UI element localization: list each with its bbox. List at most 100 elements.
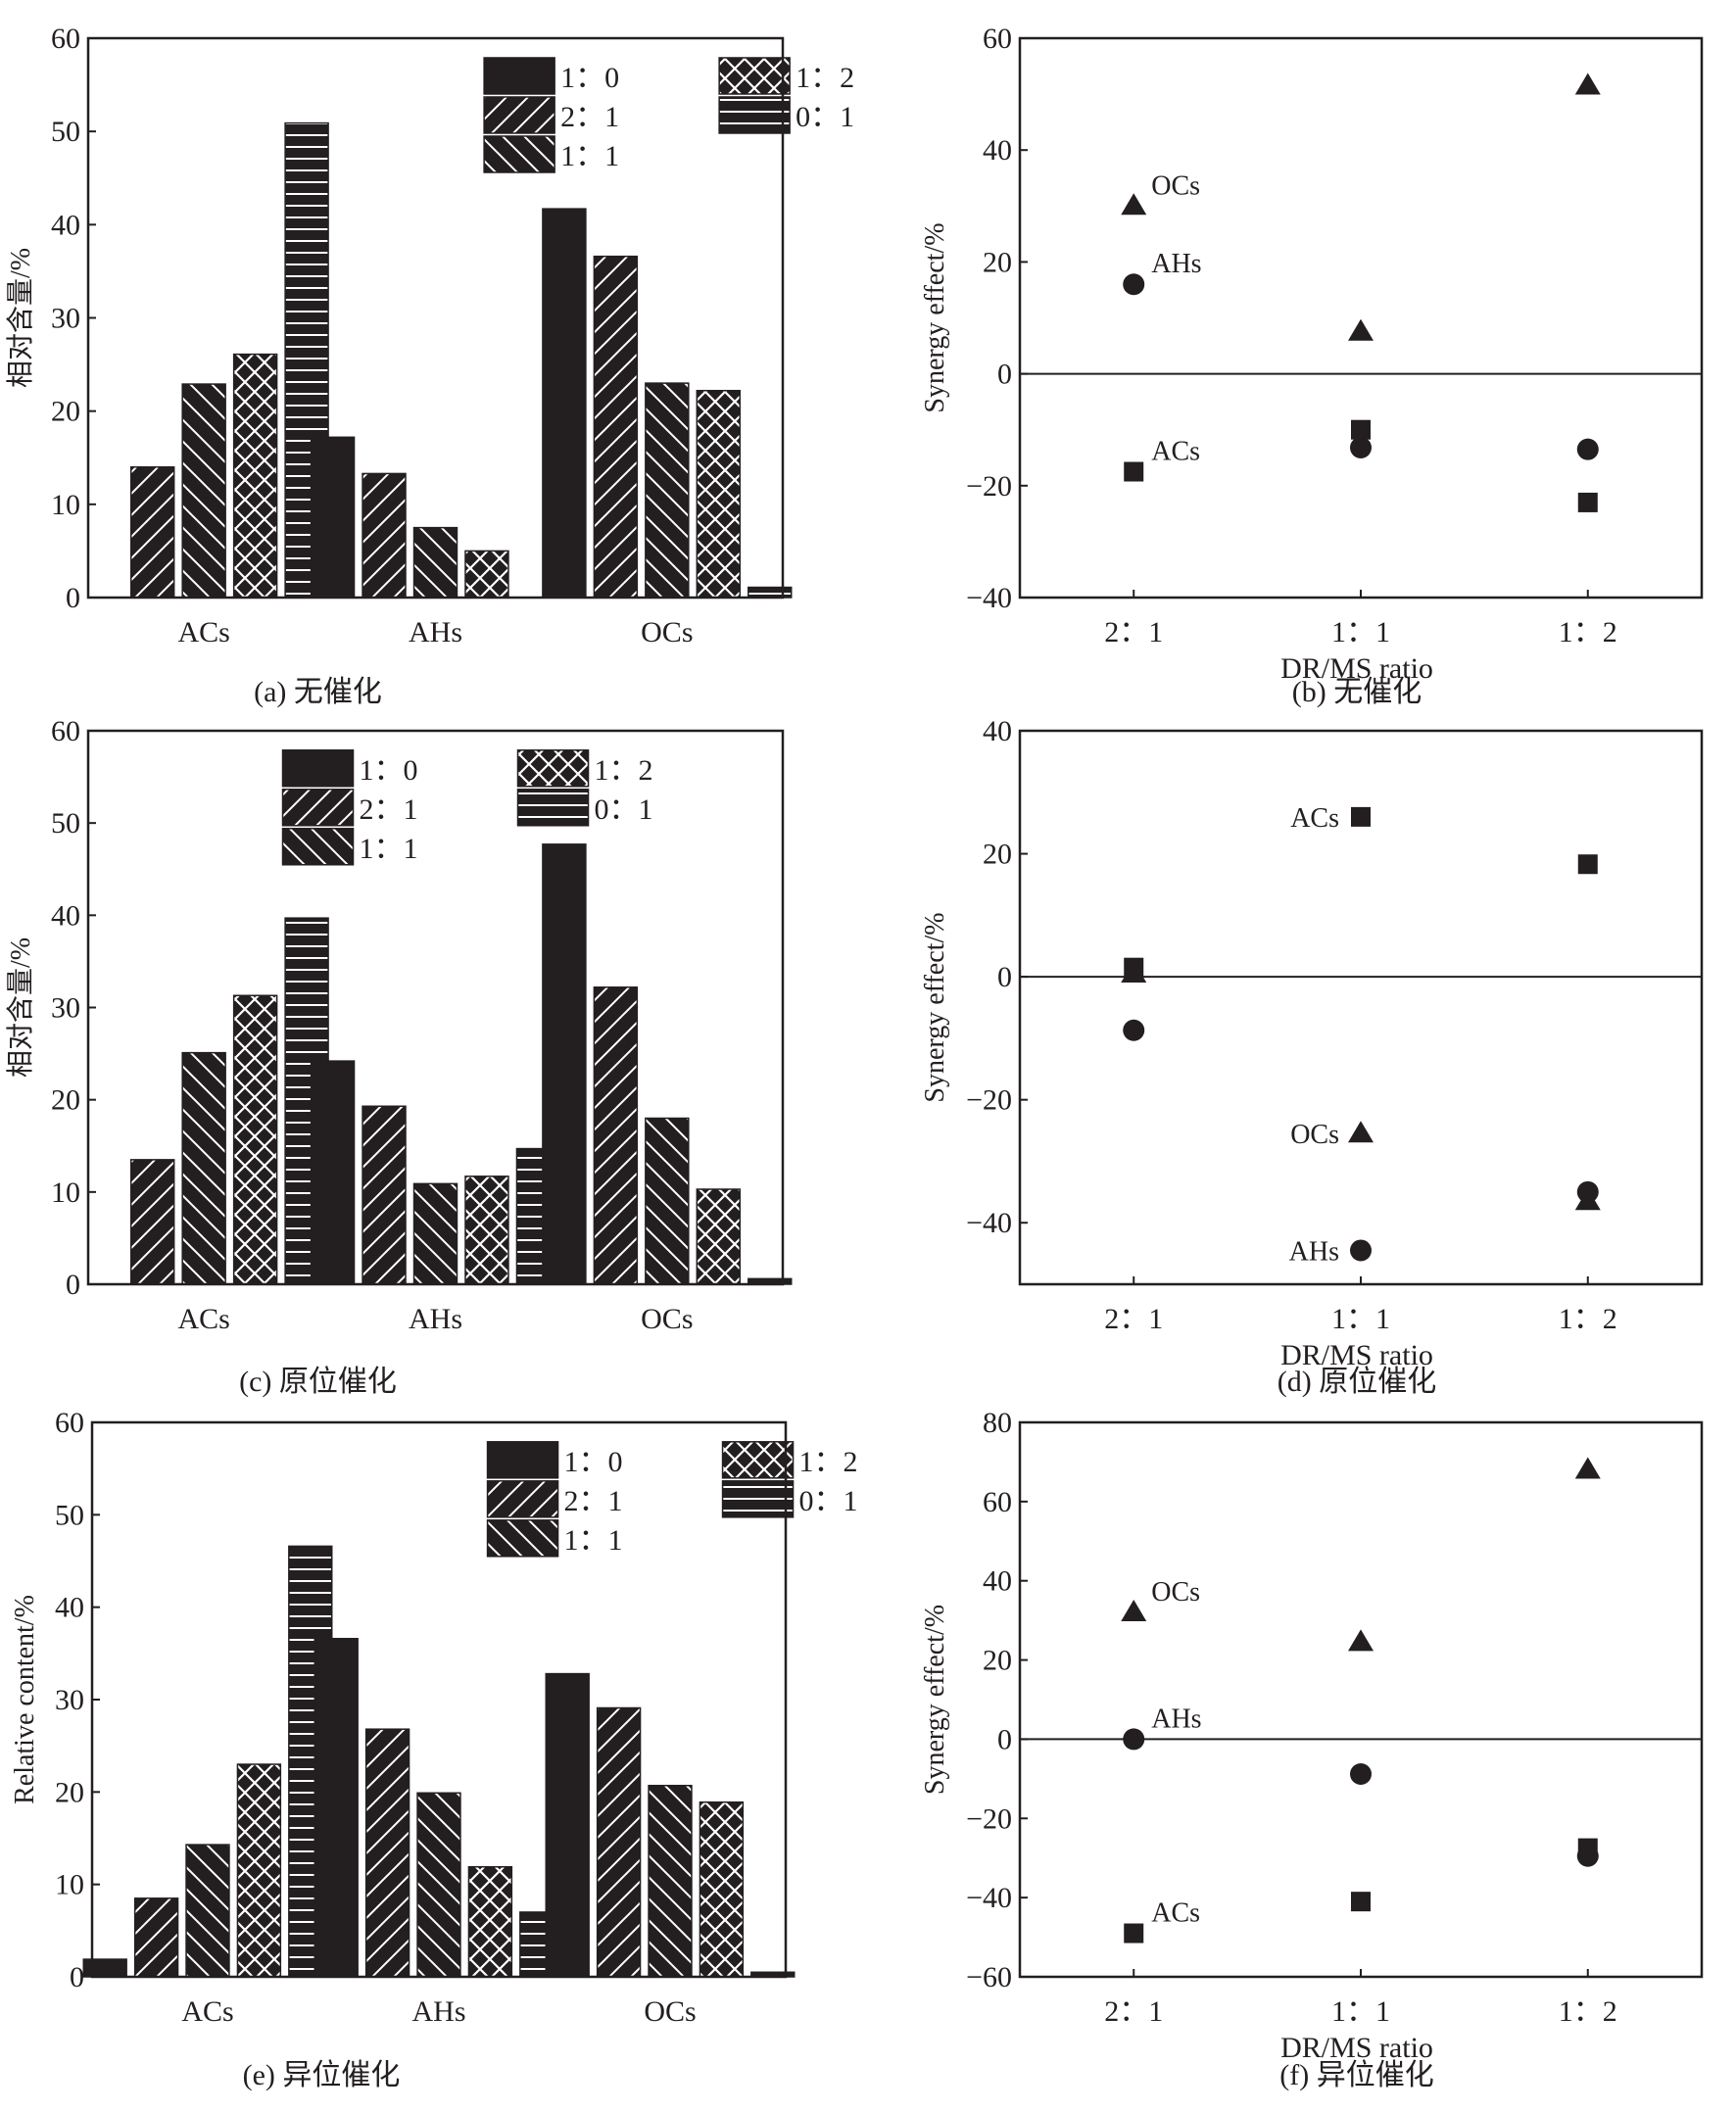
bar-ocs-0 [542, 843, 587, 1285]
point-acs-1 [1351, 1892, 1371, 1912]
legend-swatch-4 [516, 789, 590, 827]
bar-acs-1 [133, 1897, 179, 1978]
plot-frame [90, 1420, 788, 1979]
bar-acs-1 [129, 466, 175, 599]
bar-ahs-0 [310, 1060, 356, 1285]
legend-swatch-2 [486, 1519, 559, 1558]
y-tick-label: 40 [51, 899, 80, 932]
bar-acs-2 [181, 383, 226, 599]
x-category-label: AHs [409, 616, 462, 648]
bar-ahs-1 [362, 1105, 407, 1285]
series-label-ocs: OCs [1151, 1577, 1200, 1608]
legend: 1：0 2：1 1：1 1：2 0：1 [483, 57, 854, 173]
panel-e: 0 10 20 30 40 50 60 Relative content/% ACs AHs OCs… [10, 1407, 858, 2091]
y-tick-label: 0 [997, 359, 1012, 391]
point-ocs-2 [1574, 1188, 1601, 1211]
x-tick-label: 1：1 [1331, 1303, 1390, 1335]
legend-swatch-4 [721, 1480, 795, 1518]
y-tick-label: 0 [997, 1723, 1012, 1755]
y-axis-label: Relative content/% [10, 1595, 40, 1804]
point-ahs-0 [1123, 273, 1145, 296]
y-tick-label: 60 [983, 1486, 1012, 1518]
bar-acs-2 [185, 1844, 230, 1978]
panel-f: −60 −40 −20 0 20 40 60 80 Synergy effect/% 2：1 1：1… [920, 1407, 1704, 2091]
series-label-acs: ACs [1151, 1898, 1200, 1929]
panel-caption: (b) 无催化 [1292, 676, 1422, 708]
legend-swatch-3 [718, 57, 791, 95]
bar-ocs-1 [593, 255, 639, 599]
legend-label: 1：0 [360, 754, 418, 787]
y-tick-label: −20 [966, 1084, 1012, 1117]
legend-swatch-4 [718, 96, 791, 134]
y-tick-label: −40 [966, 1207, 1012, 1239]
y-tick-label: −20 [966, 470, 1012, 503]
y-tick-label: 20 [983, 246, 1012, 278]
point-ocs-1 [1348, 318, 1374, 341]
bar-ahs-1 [362, 472, 407, 599]
legend-label: 1：1 [564, 1524, 623, 1557]
bar-ocs-1 [596, 1706, 642, 1978]
legend-swatch-3 [721, 1441, 795, 1479]
y-tick-label: 0 [997, 961, 1012, 993]
plot-frame [1018, 36, 1704, 600]
plot-frame [86, 729, 785, 1286]
y-tick-label: 40 [51, 209, 80, 241]
point-ahs-2 [1576, 1845, 1599, 1867]
point-ahs-0 [1123, 1728, 1145, 1751]
y-axis-label: 相对含量/% [5, 248, 36, 388]
y-tick-label: 40 [55, 1592, 84, 1624]
x-category-label: OCs [641, 1303, 693, 1335]
panel-caption: (c) 原位催化 [239, 1366, 397, 1398]
y-tick-label: 60 [983, 23, 1012, 55]
y-tick-label: 40 [983, 715, 1012, 747]
legend: 1：0 2：1 1：1 1：2 0：1 [281, 749, 653, 866]
y-tick-label: 40 [983, 1565, 1012, 1598]
bar-ahs-0 [310, 436, 356, 599]
x-tick-label: 2：1 [1104, 1303, 1163, 1335]
legend-label: 1：2 [799, 1446, 858, 1478]
legend-swatch-1 [483, 96, 555, 134]
legend-swatch-1 [281, 789, 355, 827]
x-category-label: ACs [181, 1995, 233, 2028]
series-label-ahs: AHs [1151, 249, 1201, 279]
legend-swatch-0 [483, 57, 555, 95]
point-acs-0 [1124, 461, 1144, 482]
y-tick-label: −40 [966, 582, 1012, 614]
bar-acs-1 [129, 1159, 175, 1285]
y-tick-label: 0 [66, 1269, 80, 1301]
legend-label: 1：1 [560, 140, 619, 172]
x-category-label: AHs [409, 1303, 462, 1335]
legend-label: 1：2 [595, 754, 653, 787]
y-tick-label: 20 [51, 396, 80, 428]
bar-ahs-3 [464, 550, 509, 599]
point-ocs-2 [1574, 1457, 1601, 1479]
bar-acs-2 [181, 1051, 226, 1285]
bar-acs-0 [82, 1958, 127, 1978]
y-tick-label: −40 [966, 1882, 1012, 1914]
series-label-ahs: AHs [1289, 1236, 1339, 1267]
y-tick-label: 30 [51, 992, 80, 1025]
y-tick-label: 40 [983, 134, 1012, 167]
legend-label: 1：0 [564, 1446, 623, 1478]
plot-frame [86, 36, 785, 600]
point-ocs-2 [1574, 72, 1601, 95]
y-tick-label: 10 [51, 489, 80, 521]
bar-ahs-0 [313, 1637, 359, 1978]
series-label-acs: ACs [1290, 803, 1339, 834]
bar-ahs-2 [416, 1792, 461, 1978]
y-tick-label: 10 [55, 1869, 84, 1901]
point-ocs-0 [1121, 1600, 1147, 1622]
x-category-label: ACs [177, 1303, 229, 1335]
bar-ocs-3 [696, 389, 742, 599]
y-axis-label: Synergy effect/% [920, 912, 950, 1102]
bar-ahs-2 [412, 526, 458, 599]
plot-frame [1018, 729, 1704, 1286]
bar-ahs-2 [412, 1182, 458, 1285]
bar-ahs-3 [467, 1865, 513, 1978]
panel-caption: (d) 原位催化 [1278, 1366, 1436, 1398]
bar-ahs-1 [364, 1728, 410, 1978]
point-acs-1 [1351, 806, 1371, 827]
legend-label: 1：2 [796, 62, 854, 94]
x-tick-label: 1：1 [1331, 616, 1390, 648]
x-tick-label: 1：2 [1559, 1995, 1617, 2028]
